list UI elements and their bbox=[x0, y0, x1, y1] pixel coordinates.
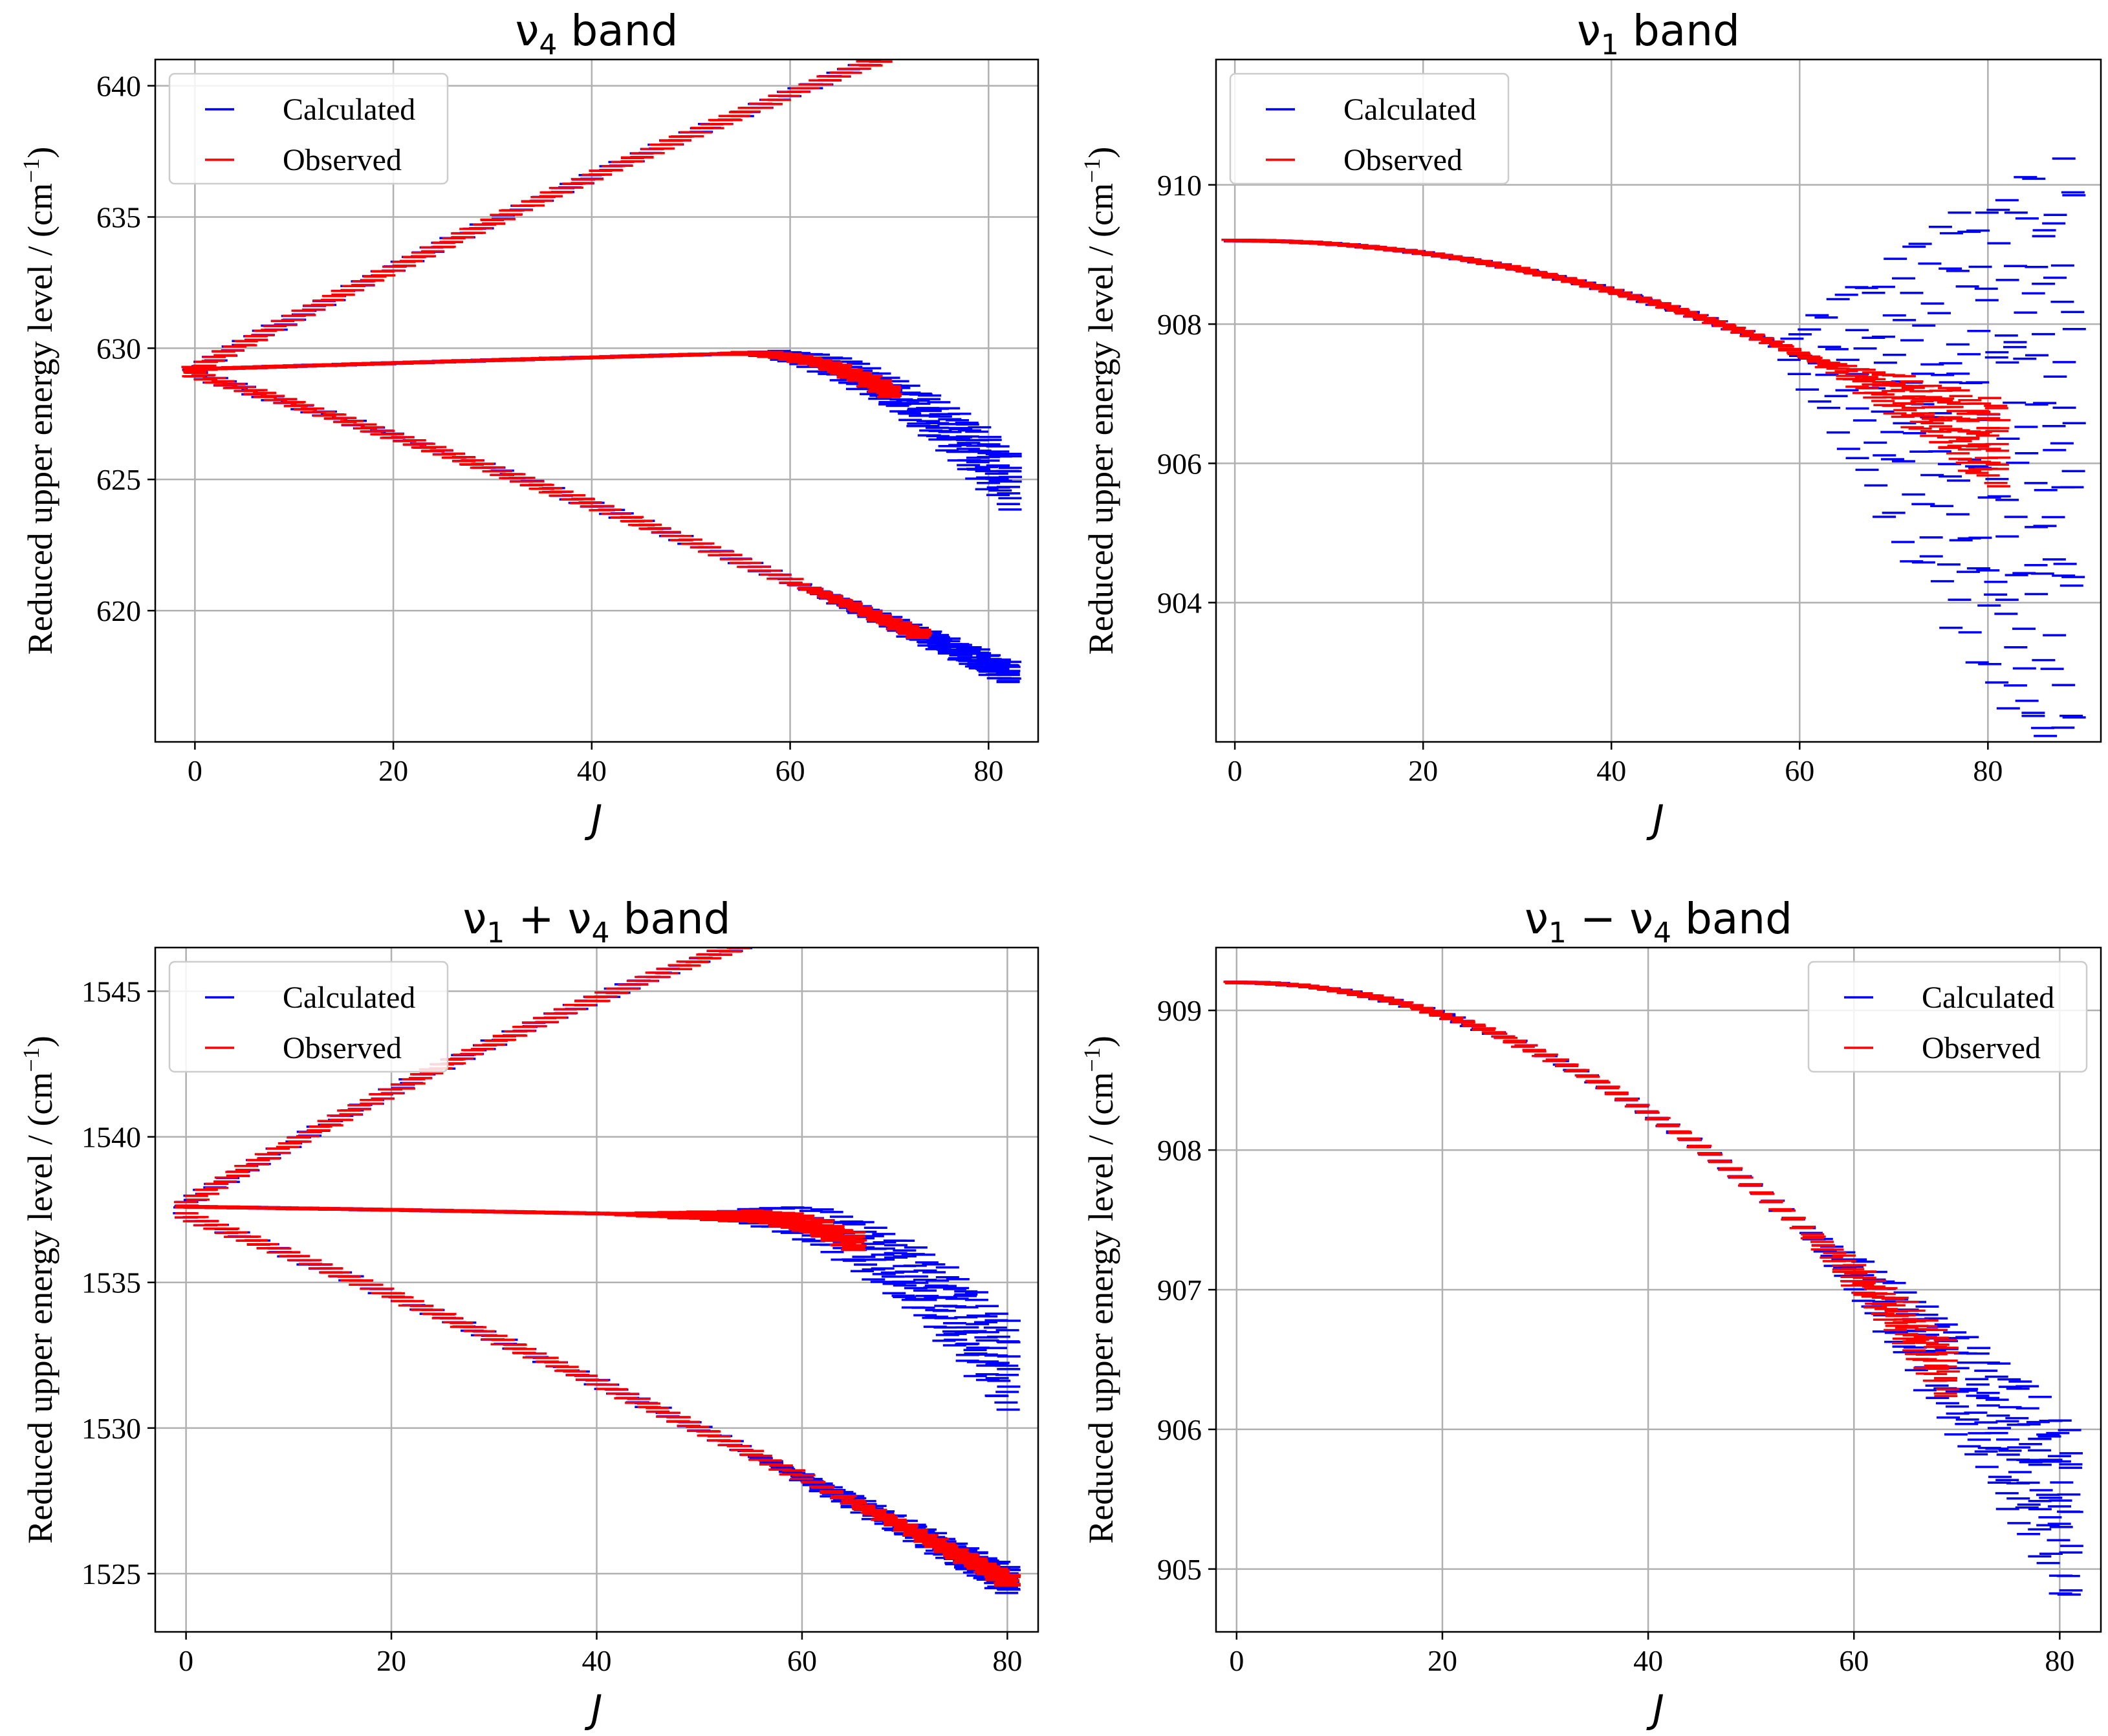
y-tick-label: 620 bbox=[96, 594, 141, 627]
axes-frame bbox=[1215, 58, 2102, 743]
chart-panel-2: 0 20 40 60 80 904 906 908 910 ν1 band J Reduced upp… bbox=[1079, 6, 2102, 842]
legend: Calculated Observed bbox=[1807, 960, 2088, 1073]
y-tick-label: 907 bbox=[1157, 1274, 1202, 1307]
y-axis-label: Reduced upper energy level / (cm−1) bbox=[18, 147, 60, 655]
x-tick-label: 60 bbox=[776, 754, 805, 787]
y-tick-label: 908 bbox=[1157, 1134, 1202, 1167]
legend-box bbox=[1229, 72, 1510, 185]
y-tick-label: 1540 bbox=[81, 1121, 141, 1154]
series-calculated bbox=[1224, 981, 2083, 1596]
y-axis-label: Reduced upper energy level / (cm−1) bbox=[1079, 1036, 1120, 1544]
series-observed bbox=[1223, 981, 1960, 1398]
series-observed-middle-branch bbox=[182, 351, 902, 398]
x-axis-label: J bbox=[585, 1687, 603, 1732]
y-tick-label: 635 bbox=[96, 201, 141, 233]
legend-box bbox=[168, 72, 449, 185]
legend-label-calculated: Calculated bbox=[1922, 981, 2054, 1015]
y-tick-label: 640 bbox=[96, 70, 141, 103]
y-tick-label: 1525 bbox=[81, 1557, 141, 1590]
x-tick-label: 60 bbox=[1785, 754, 1814, 787]
chart-panel-3: 0 20 40 60 80 1525 1530 1535 1540 1545 ν1 + ν4 ban… bbox=[18, 894, 1039, 1732]
data-marks bbox=[173, 948, 1021, 1594]
x-tick-label: 40 bbox=[1633, 1644, 1663, 1677]
y-tick-label: 1530 bbox=[81, 1412, 141, 1445]
y-tick-label: 1535 bbox=[81, 1266, 141, 1299]
legend-box bbox=[168, 960, 449, 1073]
x-tick-label: 20 bbox=[1408, 754, 1438, 787]
x-tick-label: 40 bbox=[577, 754, 607, 787]
chart-title: ν1 + ν4 band bbox=[462, 894, 730, 949]
series-observed-lower-branch bbox=[175, 1212, 1021, 1587]
x-tick-label: 0 bbox=[1228, 754, 1243, 787]
series-observed-upper-branch bbox=[181, 60, 893, 373]
series-calculated-middle-branch bbox=[182, 349, 1022, 511]
x-axis-label: J bbox=[585, 797, 603, 842]
legend-label-observed: Observed bbox=[1922, 1031, 2041, 1065]
x-tick-label: 80 bbox=[2045, 1644, 2074, 1677]
y-tick-label: 909 bbox=[1157, 994, 1202, 1027]
y-tick-label: 910 bbox=[1157, 169, 1202, 202]
y-axis-label: Reduced upper energy level / (cm−1) bbox=[18, 1036, 60, 1544]
series-observed-upper-branch bbox=[173, 948, 750, 1207]
legend-label-observed: Observed bbox=[283, 143, 402, 177]
x-tick-label: 0 bbox=[1229, 1644, 1244, 1677]
x-tick-label: 0 bbox=[188, 754, 202, 787]
y-tick-label: 906 bbox=[1157, 1413, 1202, 1446]
chart-panel-1: 0 20 40 60 80 620 625 630 635 640 ν4 band J Reduced … bbox=[18, 6, 1039, 842]
x-tick-label: 20 bbox=[1428, 1644, 1457, 1677]
x-tick-label: 80 bbox=[973, 754, 1003, 787]
legend: Calculated Observed bbox=[168, 960, 449, 1073]
series-observed-lower-branch bbox=[182, 371, 933, 639]
x-tick-label: 40 bbox=[1596, 754, 1626, 787]
legend: Calculated Observed bbox=[1229, 72, 1510, 185]
legend-label-observed: Observed bbox=[1343, 143, 1462, 177]
series-calculated-lower-branch bbox=[184, 371, 1022, 684]
series-calculated bbox=[1224, 157, 2086, 737]
legend-label-calculated: Calculated bbox=[283, 981, 415, 1015]
chart-title: ν4 band bbox=[516, 6, 679, 61]
legend-label-calculated: Calculated bbox=[283, 92, 415, 127]
x-tick-label: 60 bbox=[1839, 1644, 1869, 1677]
x-tick-label: 80 bbox=[1973, 754, 2003, 787]
chart-title: ν1 band bbox=[1577, 6, 1740, 61]
y-tick-label: 906 bbox=[1157, 447, 1202, 480]
y-tick-label: 908 bbox=[1157, 308, 1202, 341]
y-tick-label: 625 bbox=[96, 463, 141, 496]
y-tick-label: 904 bbox=[1157, 587, 1202, 620]
chart-title: ν1 − ν4 band bbox=[1525, 894, 1792, 949]
x-tick-label: 40 bbox=[582, 1644, 612, 1677]
data-marks bbox=[181, 60, 1022, 684]
axes-frame bbox=[154, 58, 1039, 743]
legend-label-calculated: Calculated bbox=[1343, 92, 1476, 127]
data-marks bbox=[1221, 157, 2086, 737]
x-tick-label: 80 bbox=[992, 1644, 1022, 1677]
x-tick-label: 60 bbox=[787, 1644, 817, 1677]
legend-label-observed: Observed bbox=[283, 1031, 402, 1065]
legend-box bbox=[1807, 960, 2088, 1073]
x-tick-label: 20 bbox=[376, 1644, 406, 1677]
x-tick-label: 0 bbox=[179, 1644, 193, 1677]
y-tick-label: 630 bbox=[96, 332, 141, 365]
legend: Calculated Observed bbox=[168, 72, 449, 185]
y-tick-label: 1545 bbox=[81, 975, 141, 1008]
y-axis-label: Reduced upper energy level / (cm−1) bbox=[1079, 147, 1120, 655]
data-marks bbox=[1223, 981, 2083, 1596]
x-axis-label: J bbox=[1646, 797, 1664, 842]
chart-panel-4: 0 20 40 60 80 905 906 907 908 909 ν1 − ν4 band J Red… bbox=[1079, 894, 2102, 1732]
y-tick-label: 905 bbox=[1157, 1553, 1202, 1586]
x-tick-label: 20 bbox=[378, 754, 408, 787]
series-observed bbox=[1221, 238, 2011, 488]
series-observed-middle-branch bbox=[175, 1204, 867, 1252]
x-axis-label: J bbox=[1646, 1687, 1664, 1732]
